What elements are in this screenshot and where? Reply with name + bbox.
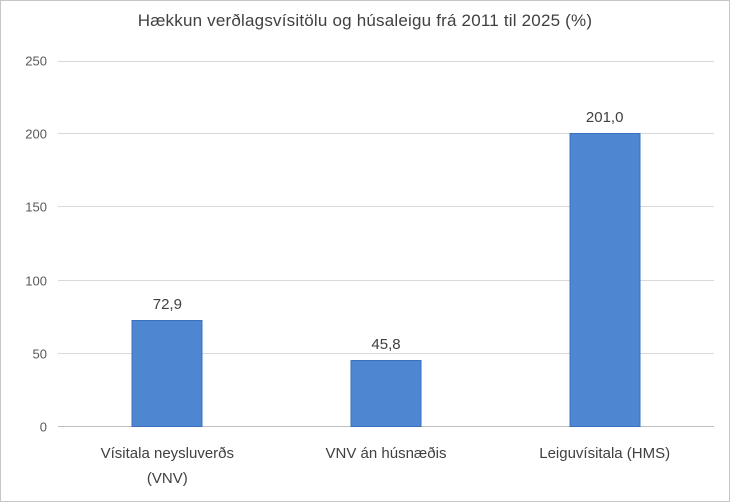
gridline-100 xyxy=(58,279,714,281)
category-label-line: Vísitala neysluverðs xyxy=(100,445,235,462)
bar-group-leiguvisitala: 201,0 xyxy=(495,61,714,427)
category-label-leiguvisitala: Leiguvísitala (HMS) xyxy=(495,441,714,491)
category-label-line: Leiguvísitala (HMS) xyxy=(539,445,671,462)
y-tick-label: 100 xyxy=(25,273,47,289)
y-axis: 0 50 100 150 200 250 xyxy=(1,54,47,435)
bar-vnv-an-husnaedis xyxy=(350,359,422,427)
category-label-line: (VNV) xyxy=(146,470,188,487)
y-tick-label: 250 xyxy=(25,53,47,69)
bar-value-label: 45,8 xyxy=(371,335,401,353)
gridline-50 xyxy=(58,352,714,354)
gridline-200 xyxy=(58,133,714,135)
category-label-vnv: Vísitala neysluverðs (VNV) xyxy=(58,441,277,491)
chart-title: Hækkun verðlagsvísitölu og húsaleigu frá… xyxy=(137,11,593,30)
y-tick-label: 150 xyxy=(25,199,47,215)
bar-group-vnv-an-husnaedis: 45,8 xyxy=(277,61,496,427)
category-label-line: VNV án húsnæðis xyxy=(325,445,447,462)
bar-leiguvisitala xyxy=(569,132,641,427)
category-label-vnv-an-husnaedis: VNV án húsnæðis xyxy=(277,441,496,491)
x-axis: Vísitala neysluverðs (VNV) VNV án húsnæð… xyxy=(58,441,714,491)
plot-area: 72,9 45,8 201,0 xyxy=(58,61,714,427)
bar-vnv xyxy=(131,320,203,427)
bar-group-vnv: 72,9 xyxy=(58,61,277,427)
y-tick-label: 50 xyxy=(32,346,47,362)
y-tick-label: 200 xyxy=(25,126,47,142)
bar-value-label: 201,0 xyxy=(585,108,624,126)
bar-value-label: 72,9 xyxy=(152,296,182,314)
gridline-250 xyxy=(58,61,714,62)
gridline-150 xyxy=(58,206,714,208)
y-tick-label: 0 xyxy=(39,419,47,435)
